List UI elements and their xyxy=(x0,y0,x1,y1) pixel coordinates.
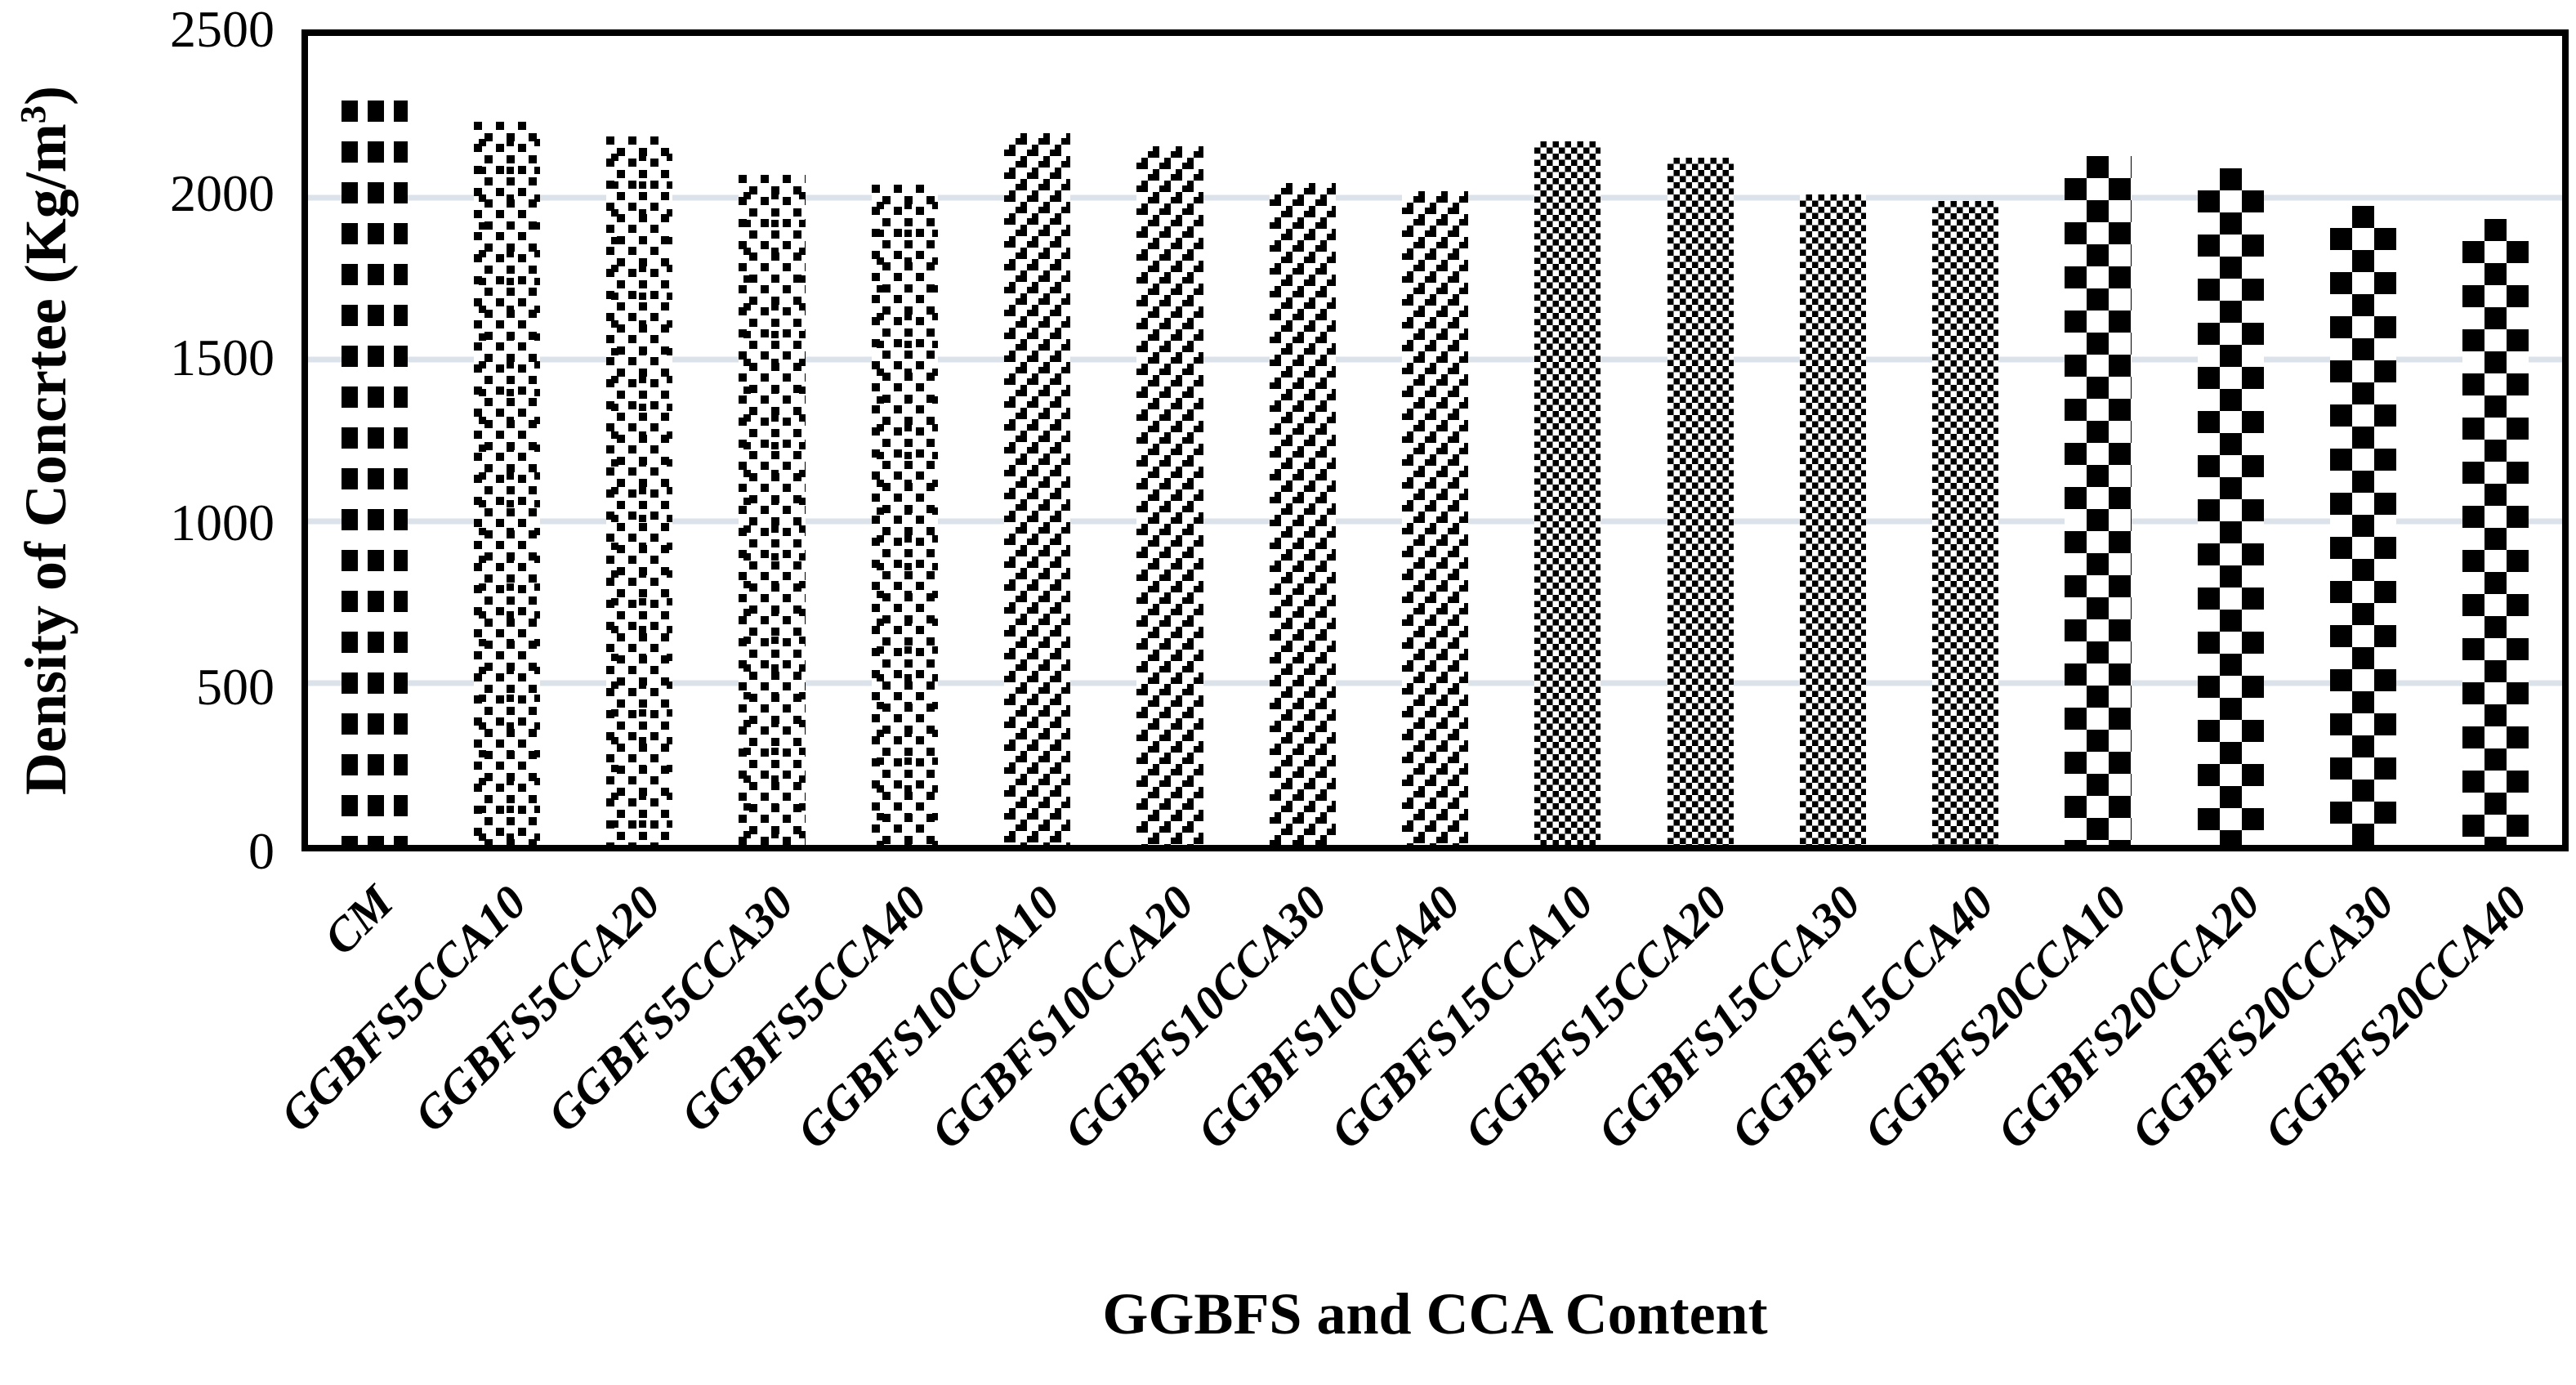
bar-GGBFS10CCA20 xyxy=(1136,145,1203,845)
bar-GGBFS15CCA20 xyxy=(1667,157,1734,845)
bar-slot xyxy=(971,36,1103,845)
y-tick-label: 2000 xyxy=(170,164,275,223)
bar-slot xyxy=(574,36,706,845)
bar-slot xyxy=(706,36,838,845)
x-axis-title: GGBFS and CCA Content xyxy=(1102,1281,1768,1347)
bar-GGBFS10CCA40 xyxy=(1401,191,1469,845)
y-tick-label: 0 xyxy=(248,822,275,880)
bar-GGBFS20CCA20 xyxy=(2197,168,2264,845)
bar-slot xyxy=(308,36,440,845)
y-tick-label: 500 xyxy=(196,657,275,716)
bar-GGBFS5CCA20 xyxy=(606,136,673,845)
y-axis-tick-labels: 0 500 1000 1500 2000 2500 xyxy=(0,3,286,878)
bar-slot xyxy=(2164,36,2297,845)
y-tick-label: 1000 xyxy=(170,493,275,552)
bar-GGBFS20CCA40 xyxy=(2462,218,2529,845)
x-axis-label-CM: CM xyxy=(313,875,404,965)
bar-slot xyxy=(2430,36,2562,845)
bar-slot xyxy=(2032,36,2164,845)
bar-slot xyxy=(1236,36,1368,845)
bar-slot xyxy=(1634,36,1766,845)
bar-GGBFS10CCA30 xyxy=(1269,183,1336,845)
bar-GGBFS15CCA30 xyxy=(1799,194,1866,845)
bar-GGBFS5CCA30 xyxy=(739,175,806,845)
x-axis-category-labels: CM GGBFS5CCA10 GGBFS5CCA20 GGBFS5CCA30 GGBFS… xyxy=(270,860,2569,1211)
bar-GGBFS20CCA30 xyxy=(2330,205,2397,845)
bar-slot xyxy=(1766,36,1899,845)
bar-GGBFS5CCA40 xyxy=(871,185,938,845)
bar-GGBFS15CCA40 xyxy=(1932,200,1999,845)
y-tick-label: 2500 xyxy=(170,0,275,58)
bar-slot xyxy=(2297,36,2429,845)
y-tick-label: 1500 xyxy=(170,328,275,387)
bar-slot xyxy=(838,36,971,845)
bar-slot xyxy=(1502,36,1634,845)
bar-slot xyxy=(1368,36,1501,845)
bar-GGBFS10CCA10 xyxy=(1004,132,1071,845)
bar-slot xyxy=(1900,36,2032,845)
plot-area xyxy=(301,29,2569,851)
bar-slot xyxy=(440,36,573,845)
bar-GGBFS15CCA10 xyxy=(1534,141,1601,845)
x-label-slot: GGBFS20CCA40 xyxy=(2254,860,2569,1211)
bar-GGBFS5CCA10 xyxy=(473,121,541,845)
bar-GGBFS20CCA10 xyxy=(2065,155,2132,845)
bar-slot xyxy=(1104,36,1236,845)
bars-layer xyxy=(308,36,2562,845)
bar-CM xyxy=(341,81,408,845)
